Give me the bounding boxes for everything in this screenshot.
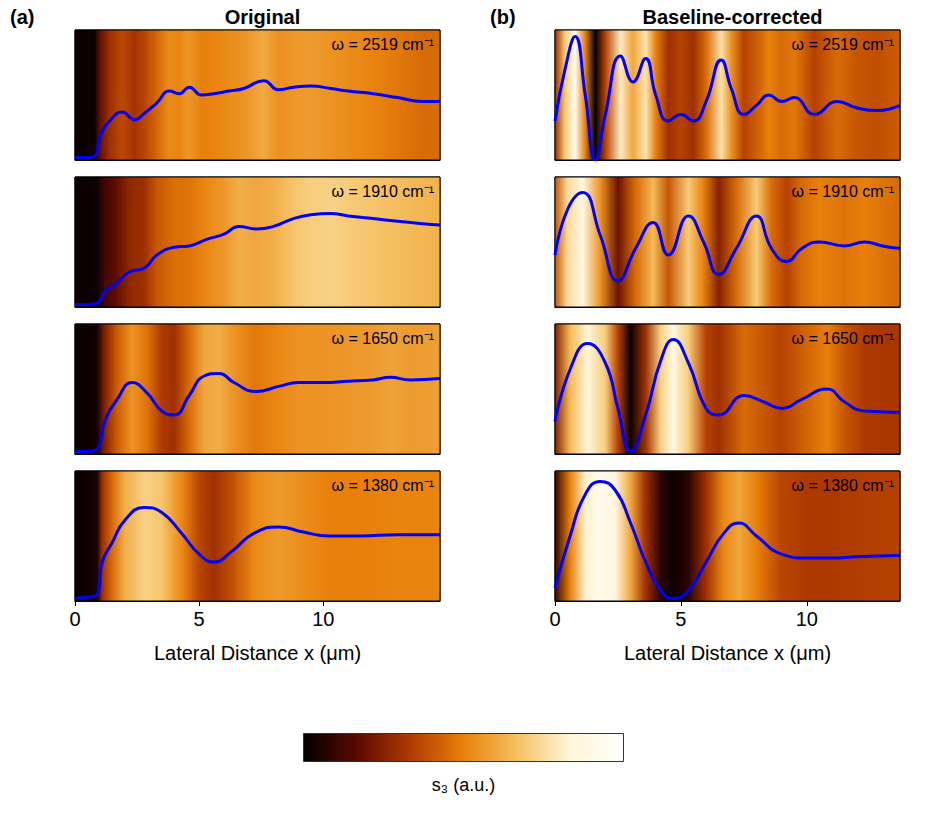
svg-text:ω = 1650 cm⁻¹: ω = 1650 cm⁻¹ [332,330,434,347]
svg-text:10: 10 [312,608,334,630]
svg-text:ω = 1910 cm⁻¹: ω = 1910 cm⁻¹ [332,183,434,200]
svg-text:ω = 1910 cm⁻¹: ω = 1910 cm⁻¹ [792,183,894,200]
svg-text:5: 5 [675,608,686,630]
svg-text:0: 0 [549,608,560,630]
svg-text:ω = 1650 cm⁻¹: ω = 1650 cm⁻¹ [792,330,894,347]
svg-text:Original: Original [225,6,301,28]
svg-text:Lateral Distance x (μm): Lateral Distance x (μm) [624,642,831,664]
svg-text:ω = 1380 cm⁻¹: ω = 1380 cm⁻¹ [332,477,434,494]
svg-text:ω = 2519 cm⁻¹: ω = 2519 cm⁻¹ [332,36,434,53]
svg-text:0: 0 [69,608,80,630]
svg-text:5: 5 [194,608,205,630]
svg-text:Baseline-corrected: Baseline-corrected [642,6,822,28]
svg-text:(b): (b) [490,6,516,28]
svg-text:s₃ (a.u.): s₃ (a.u.) [432,775,495,795]
svg-text:(a): (a) [10,6,34,28]
svg-text:10: 10 [796,608,818,630]
svg-text:Lateral Distance x (μm): Lateral Distance x (μm) [154,642,361,664]
svg-text:ω = 2519 cm⁻¹: ω = 2519 cm⁻¹ [792,36,894,53]
svg-text:ω = 1380 cm⁻¹: ω = 1380 cm⁻¹ [792,477,894,494]
